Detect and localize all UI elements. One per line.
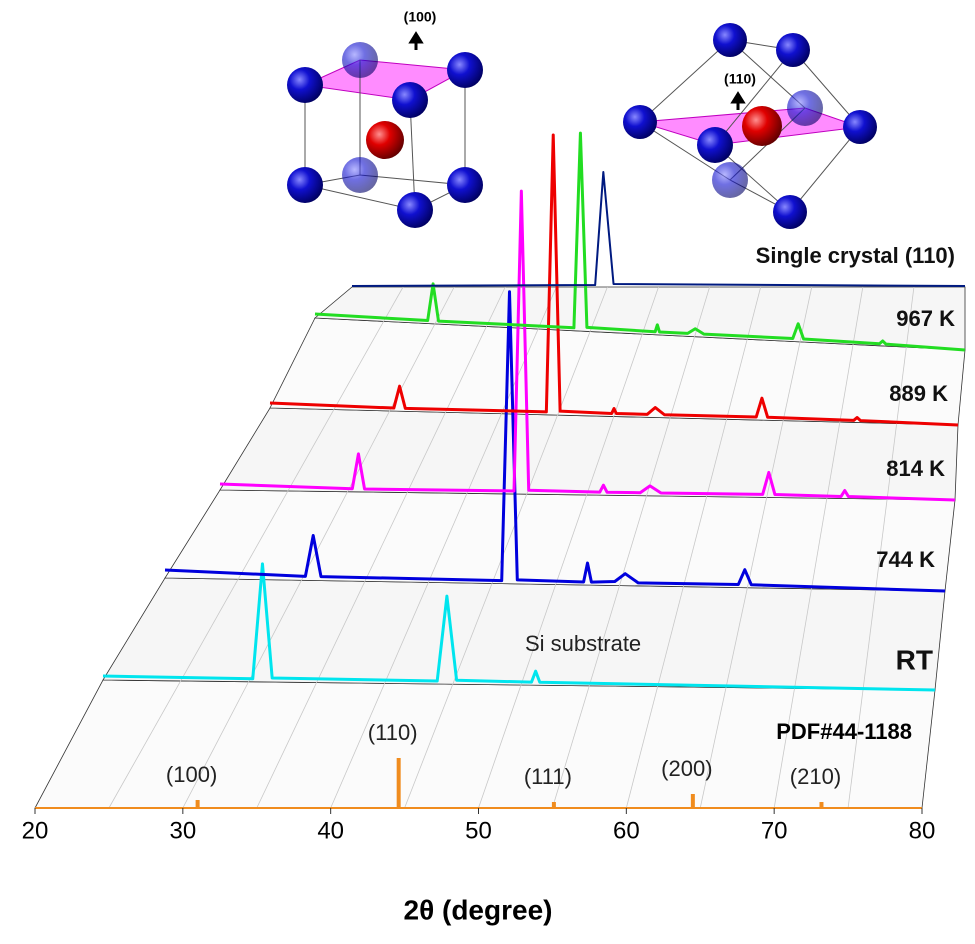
series-label: 814 K <box>886 456 945 481</box>
guide-line <box>256 286 506 809</box>
reference-label: (200) <box>661 756 712 781</box>
planes <box>34 286 966 809</box>
series-label: RT <box>896 644 933 675</box>
reference-stick <box>690 794 695 808</box>
x-tick-label: 30 <box>169 817 196 844</box>
guide-line <box>108 286 404 809</box>
reference-stick <box>396 758 401 808</box>
guide-line <box>182 286 455 809</box>
guide-line <box>625 286 762 809</box>
guide-line <box>699 286 813 809</box>
annotation: Si substrate <box>525 631 641 656</box>
trace <box>102 562 936 692</box>
series-label: Single crystal (110) <box>756 243 955 268</box>
series-label: 967 K <box>896 306 955 331</box>
trace <box>164 290 946 593</box>
guide-line <box>773 286 864 809</box>
reference-stick <box>819 802 824 808</box>
inset-label: (100) <box>404 9 437 25</box>
trace <box>351 171 966 287</box>
guide-line <box>404 286 608 809</box>
reference-label: (110) <box>368 720 418 745</box>
reference-label: (100) <box>166 762 217 787</box>
crystal-inset-110 <box>623 23 877 229</box>
reference-name: PDF#44-1188 <box>776 719 912 744</box>
reference-stick <box>551 802 556 808</box>
reference-label: (210) <box>790 764 841 789</box>
trace <box>219 189 956 502</box>
inset-label: (110) <box>724 71 756 87</box>
trace <box>314 131 966 352</box>
x-tick-label: 50 <box>465 817 492 844</box>
x-axis-label: 2θ (degree) <box>404 894 553 925</box>
x-tick-label: 60 <box>613 817 640 844</box>
series-label: 889 K <box>889 381 948 406</box>
guide-line <box>552 286 710 809</box>
crystal-inset-100 <box>287 31 483 228</box>
reference-stick <box>195 800 200 808</box>
x-tick-label: 70 <box>761 817 788 844</box>
guide-line <box>478 286 659 809</box>
series-label: 744 K <box>876 547 935 572</box>
guide-line <box>330 286 557 809</box>
guide-line <box>847 286 915 809</box>
trace <box>269 133 959 427</box>
reference-label: (111) <box>524 764 572 789</box>
x-tick-label: 20 <box>22 817 49 844</box>
x-tick-label: 40 <box>317 817 344 844</box>
x-tick-label: 80 <box>909 817 936 844</box>
